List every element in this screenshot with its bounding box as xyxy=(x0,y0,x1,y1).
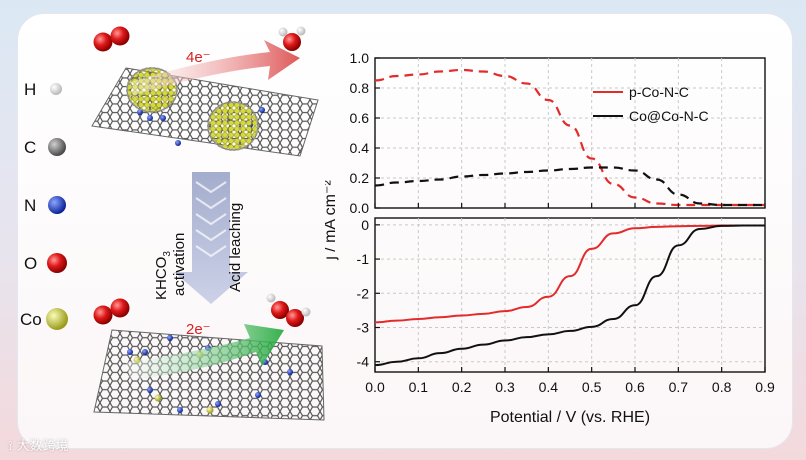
step2-label: Acid leaching xyxy=(227,203,244,292)
legend-label-c: C xyxy=(24,138,37,157)
h2o2-molecule xyxy=(266,293,311,327)
x-tick-label: 0.0 xyxy=(365,379,385,395)
top-series-p-co-n-c xyxy=(374,68,765,207)
bottom-series-p-co-n-c xyxy=(374,224,765,324)
top-y-tick-label: 1.0 xyxy=(350,50,370,66)
x-tick-label: 0.6 xyxy=(625,379,645,395)
top-graphene-sheet xyxy=(91,67,319,157)
x-tick-label: 0.8 xyxy=(712,379,732,395)
rrde-chart: 0.00.20.40.60.81.0-4-3-2-100.0 0.1 0.2 0.3 0… xyxy=(325,50,775,426)
top-y-tick-label: 0.6 xyxy=(350,110,370,126)
step1-label: KHCO3 activation xyxy=(153,233,188,300)
x-tick-label: 0.1 xyxy=(409,379,429,395)
legend-label-h: H xyxy=(24,80,37,99)
chart-legend: p-Co-N-C Co@Co-N-C xyxy=(593,84,709,124)
c-atom-icon xyxy=(48,138,66,156)
svg-text:Acid leaching: Acid leaching xyxy=(227,203,244,292)
x-tick-label: 0.5 xyxy=(582,379,602,395)
y-axis-label: j / mA cm⁻² xyxy=(325,180,339,261)
legend-label-co: Co xyxy=(20,310,42,329)
co-atom-icon xyxy=(46,308,68,330)
h2o-molecule xyxy=(278,26,306,51)
bottom-panel-frame xyxy=(374,217,766,373)
two-electron-label: 2e⁻ xyxy=(186,321,211,338)
x-tick-label: 0.2 xyxy=(452,379,472,395)
top-y-tick-label: 0.2 xyxy=(350,170,370,186)
top-panel-frame xyxy=(374,57,766,209)
bottom-y-tick-label: -4 xyxy=(357,354,370,370)
top-y-tick-label: 0.8 xyxy=(350,80,370,96)
svg-text:activation: activation xyxy=(171,233,188,296)
x-axis-label: Potential / V (vs. RHE) xyxy=(490,409,650,426)
scheme-illustration: 4e⁻ KHCO3 activation Acid leaching xyxy=(46,26,325,421)
x-tick-label: 0.9 xyxy=(755,379,775,395)
legend-label-n: N xyxy=(24,196,37,215)
h-atom-icon xyxy=(50,83,62,95)
bottom-y-tick-label: 0 xyxy=(361,217,369,233)
n-atom-icon xyxy=(48,196,66,214)
svg-text:KHCO3: KHCO3 xyxy=(153,251,173,300)
bottom-y-tick-label: -3 xyxy=(357,320,370,336)
top-y-tick-label: 0.4 xyxy=(350,140,370,156)
top-series-co-at-co-n-c xyxy=(374,166,765,207)
o-atom-icon xyxy=(47,253,67,273)
synthesis-down-arrow xyxy=(174,172,248,304)
o2-molecule-bottom xyxy=(93,298,130,325)
legend-label-o: O xyxy=(24,254,38,273)
bottom-y-tick-label: -2 xyxy=(357,285,370,301)
x-tick-label: 0.4 xyxy=(539,379,559,395)
legend-entry-p-co-n-c: p-Co-N-C xyxy=(629,84,689,100)
bottom-series-co-at-co-n-c xyxy=(374,224,765,367)
x-tick-label: 0.3 xyxy=(495,379,515,395)
o2-molecule-top xyxy=(93,26,130,52)
bottom-graphene-sheet xyxy=(93,329,325,421)
top-y-tick-label: 0.0 xyxy=(350,200,370,216)
four-electron-label: 4e⁻ xyxy=(186,49,211,66)
x-tick-label: 0.7 xyxy=(669,379,689,395)
bottom-y-tick-label: -1 xyxy=(357,251,370,267)
two-electron-arrow xyxy=(126,324,284,380)
legend-entry-co-at-co-n-c: Co@Co-N-C xyxy=(629,108,709,124)
watermark-logo: ⟟ 大数跨境 xyxy=(8,438,69,453)
cobalt-nanoparticle-2 xyxy=(207,101,259,151)
four-electron-arrow xyxy=(130,40,300,96)
